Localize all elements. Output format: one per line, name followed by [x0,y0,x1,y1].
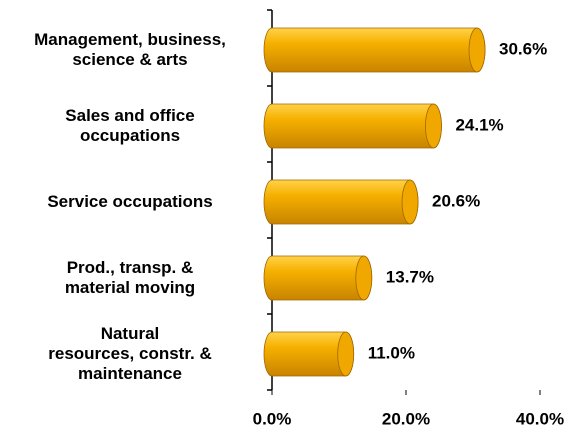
bar-body [263,27,486,73]
x-tick-label: 20.0% [382,409,430,428]
bar [263,27,486,73]
bar [263,179,419,225]
bar-cap [425,103,442,149]
bar-body [263,179,419,225]
bar-cap [337,331,355,377]
data-label: 13.7% [386,267,434,286]
data-label: 20.6% [432,191,480,210]
y-tick-label: Prod., transp. & material moving [64,258,196,297]
y-tick-label: Natural resources, constr. & maintenance [48,324,212,383]
data-label: 11.0% [368,343,415,362]
bar-body [263,103,442,149]
data-label: 30.6% [499,39,547,58]
data-label: 24.1% [455,115,503,134]
bar-cap [401,179,419,225]
bar [263,255,373,301]
y-tick-label: Sales and office occupations [65,106,195,145]
x-tick-label: 40.0% [516,409,564,428]
bar [263,331,355,377]
x-tick-label: 0.0% [253,409,292,428]
y-tick-label: Service occupations [47,192,213,211]
bar-cap [355,255,373,301]
bar [263,103,442,149]
bar-cap [468,27,486,73]
y-tick-label: Management, business, science & arts [34,30,226,69]
